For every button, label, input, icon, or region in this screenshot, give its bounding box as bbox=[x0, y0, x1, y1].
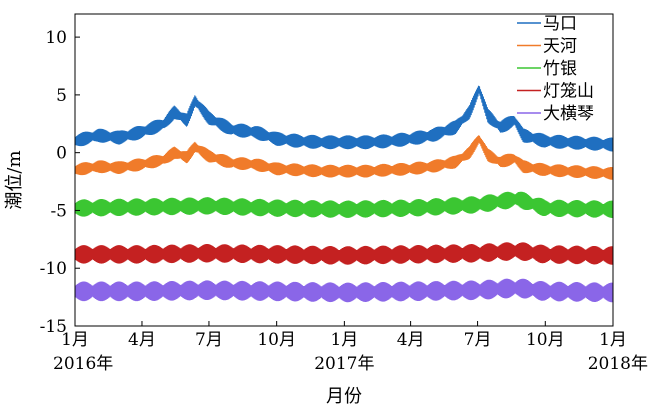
series-layer bbox=[74, 85, 614, 303]
x-tick-year-label: 2017年 bbox=[314, 354, 374, 374]
x-tick-label: 7月 bbox=[195, 330, 223, 350]
x-tick-label: 1月 bbox=[330, 330, 358, 350]
series-line-1 bbox=[74, 85, 614, 152]
legend-label: 竹银 bbox=[543, 59, 577, 79]
x-tick-label: 10月 bbox=[257, 330, 296, 350]
y-tick-label: 5 bbox=[56, 86, 67, 106]
legend-label: 灯笼山 bbox=[543, 82, 594, 102]
x-tick-label: 1月 bbox=[599, 330, 627, 350]
series-line-2 bbox=[74, 135, 614, 180]
x-tick-year-label: 2018年 bbox=[588, 354, 648, 374]
x-tick-label: 7月 bbox=[464, 330, 492, 350]
y-tick-label: -10 bbox=[40, 259, 67, 279]
legend-label: 大横琴 bbox=[543, 104, 594, 124]
x-tick-label: 4月 bbox=[128, 330, 156, 350]
x-axis-title: 月份 bbox=[326, 386, 362, 407]
y-axis-title: 潮位/m bbox=[4, 150, 25, 209]
series-line-5 bbox=[74, 278, 614, 303]
x-tick-year-label: 2016年 bbox=[53, 354, 113, 374]
ticks-layer: -15 -10 -5 0 5 10 1月 2016年 4月 7月 10月 1月 2017年 4月 7月 10月… bbox=[40, 28, 648, 374]
legend-label: 天河 bbox=[543, 37, 577, 57]
y-tick-label: -5 bbox=[50, 201, 67, 221]
y-tick-label: -15 bbox=[40, 317, 67, 337]
series-line-4 bbox=[74, 242, 614, 265]
series-line-3 bbox=[74, 191, 614, 218]
y-tick-label: 10 bbox=[45, 28, 67, 48]
x-tick-label: 4月 bbox=[397, 330, 425, 350]
legend-label: 马口 bbox=[543, 14, 577, 34]
y-tick-label: 0 bbox=[56, 144, 67, 164]
x-tick-label: 1月 bbox=[61, 330, 89, 350]
x-tick-label: 10月 bbox=[526, 330, 565, 350]
